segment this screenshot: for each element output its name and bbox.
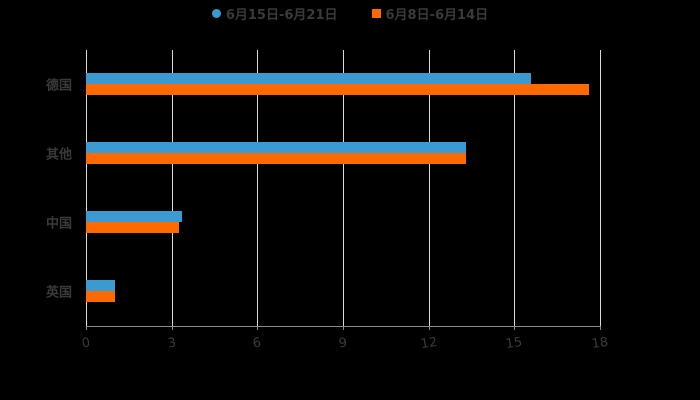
legend-item-series-1[interactable]: 6月15日-6月21日 (211, 4, 338, 23)
axis-tick (257, 326, 259, 330)
category-label: 英国 (46, 285, 73, 301)
bar-series-1[interactable] (86, 280, 115, 291)
axis-tick (600, 326, 601, 330)
bar-series-2[interactable] (86, 153, 466, 164)
legend-label: 6月8日-6月14日 (385, 8, 489, 23)
gridline (428, 50, 430, 326)
gridline (171, 50, 173, 326)
bar-series-2[interactable] (86, 222, 179, 233)
gridline (257, 50, 259, 326)
legend-dot-icon (211, 9, 221, 18)
axis-tick (343, 326, 344, 330)
x-tick-label: 15 (505, 334, 524, 353)
gridline (514, 50, 516, 326)
legend-item-series-2[interactable]: 6月8日-6月14日 (371, 4, 489, 23)
bar-series-1[interactable] (86, 211, 182, 222)
bar-series-2[interactable] (86, 291, 115, 302)
category-label: 中国 (46, 216, 73, 232)
axis-tick (86, 326, 87, 330)
x-tick-label: 3 (166, 335, 177, 352)
axis-tick (514, 326, 516, 330)
x-tick-label: 0 (80, 335, 92, 352)
axis-tick (171, 326, 173, 330)
legend-label: 6月15日-6月21日 (225, 8, 338, 23)
gridline (343, 50, 344, 326)
x-tick-label: 9 (337, 335, 349, 352)
x-axis (86, 326, 601, 327)
gridline (600, 50, 601, 326)
x-tick-label: 18 (590, 334, 610, 353)
chart-legend: 6月15日-6月21日 6月8日-6月14日 (0, 4, 700, 23)
bar-series-1[interactable] (86, 73, 532, 84)
x-tick-label: 6 (252, 335, 263, 352)
legend-square-icon (371, 9, 381, 18)
x-tick-label: 12 (419, 334, 438, 353)
bar-series-2[interactable] (86, 84, 589, 95)
bar-series-1[interactable] (86, 142, 466, 153)
category-label: 德国 (46, 78, 73, 94)
category-label: 其他 (46, 147, 73, 163)
gridline (86, 50, 87, 326)
axis-tick (428, 326, 430, 330)
